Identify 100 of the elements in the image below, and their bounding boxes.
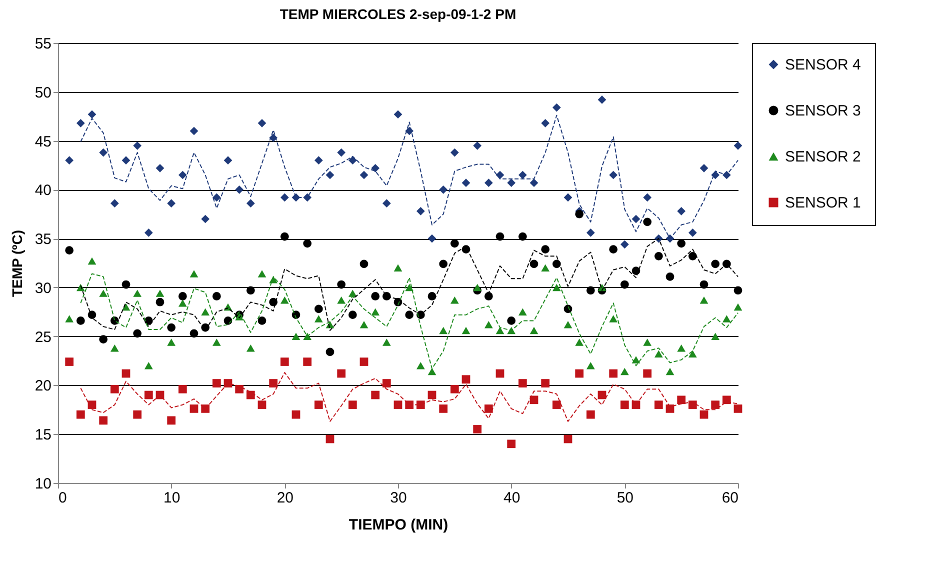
point [518, 379, 527, 388]
point [643, 338, 652, 346]
point [65, 315, 74, 322]
point [360, 358, 368, 366]
point [88, 400, 96, 409]
point [280, 232, 289, 241]
point [507, 440, 516, 448]
point [507, 316, 516, 325]
point [575, 210, 584, 218]
point [496, 170, 504, 180]
point [586, 286, 595, 295]
point [643, 218, 652, 226]
point [552, 284, 561, 292]
point [688, 350, 697, 358]
point [484, 178, 493, 188]
point [88, 110, 96, 119]
y-axis-title: TEMP (ºC) [8, 230, 25, 298]
point [178, 292, 187, 300]
x-tick-label: 10 [163, 490, 180, 506]
y-tick-label: 15 [34, 426, 52, 444]
point [133, 329, 142, 338]
y-tick-label: 35 [34, 231, 52, 248]
point [484, 320, 493, 328]
y-tick-label: 40 [34, 182, 52, 200]
point [122, 369, 130, 378]
point [586, 410, 595, 419]
point [518, 170, 527, 180]
point [439, 185, 448, 194]
point [348, 310, 357, 319]
point [224, 316, 232, 325]
point [688, 400, 697, 409]
point [530, 326, 538, 334]
point [88, 310, 96, 319]
x-tick-label: 50 [616, 490, 634, 506]
point [541, 245, 550, 254]
point [541, 379, 550, 388]
point [235, 384, 244, 394]
point [620, 280, 629, 289]
point [734, 141, 742, 150]
point [314, 400, 323, 409]
point [348, 290, 357, 297]
point [371, 390, 380, 400]
point [700, 296, 708, 304]
point [144, 228, 153, 237]
point [314, 156, 323, 165]
point [428, 390, 436, 400]
x-tick-label: 20 [276, 490, 294, 506]
y-tick-label: 55 [34, 36, 52, 52]
point [314, 304, 323, 314]
x-tick-label: 40 [503, 490, 520, 506]
point [666, 234, 674, 243]
point [314, 315, 323, 322]
point [326, 434, 334, 444]
point [269, 298, 278, 306]
point [439, 404, 448, 413]
point [167, 416, 176, 425]
point [484, 292, 493, 300]
point [280, 193, 289, 202]
point [133, 290, 142, 297]
y-tick-label: 20 [34, 378, 52, 395]
point [530, 178, 538, 188]
point [564, 193, 572, 202]
point [133, 410, 142, 419]
point [190, 329, 198, 338]
point [677, 239, 686, 248]
point [711, 170, 720, 180]
point [552, 400, 561, 409]
point [496, 369, 504, 378]
point [416, 206, 425, 216]
point [711, 400, 720, 409]
point [450, 296, 459, 304]
point [632, 214, 640, 224]
point [110, 199, 119, 208]
point [711, 260, 720, 268]
point [258, 270, 266, 278]
point [428, 234, 436, 243]
point [450, 239, 459, 248]
point [382, 379, 391, 388]
point [677, 206, 686, 216]
y-tick-label: 25 [34, 328, 52, 346]
point [337, 148, 346, 157]
point [700, 410, 708, 419]
point [212, 292, 221, 300]
point [201, 404, 210, 413]
point [450, 148, 459, 157]
point [258, 400, 266, 409]
point [178, 170, 187, 180]
point [428, 368, 436, 376]
point [394, 264, 402, 272]
point [348, 156, 357, 165]
point [190, 126, 198, 136]
point [76, 118, 85, 128]
point [609, 245, 618, 254]
point [303, 332, 312, 340]
point [666, 368, 674, 376]
point [462, 375, 470, 384]
y-tick-label: 50 [34, 84, 52, 102]
point [734, 404, 742, 413]
point [110, 344, 119, 352]
point [575, 369, 584, 378]
